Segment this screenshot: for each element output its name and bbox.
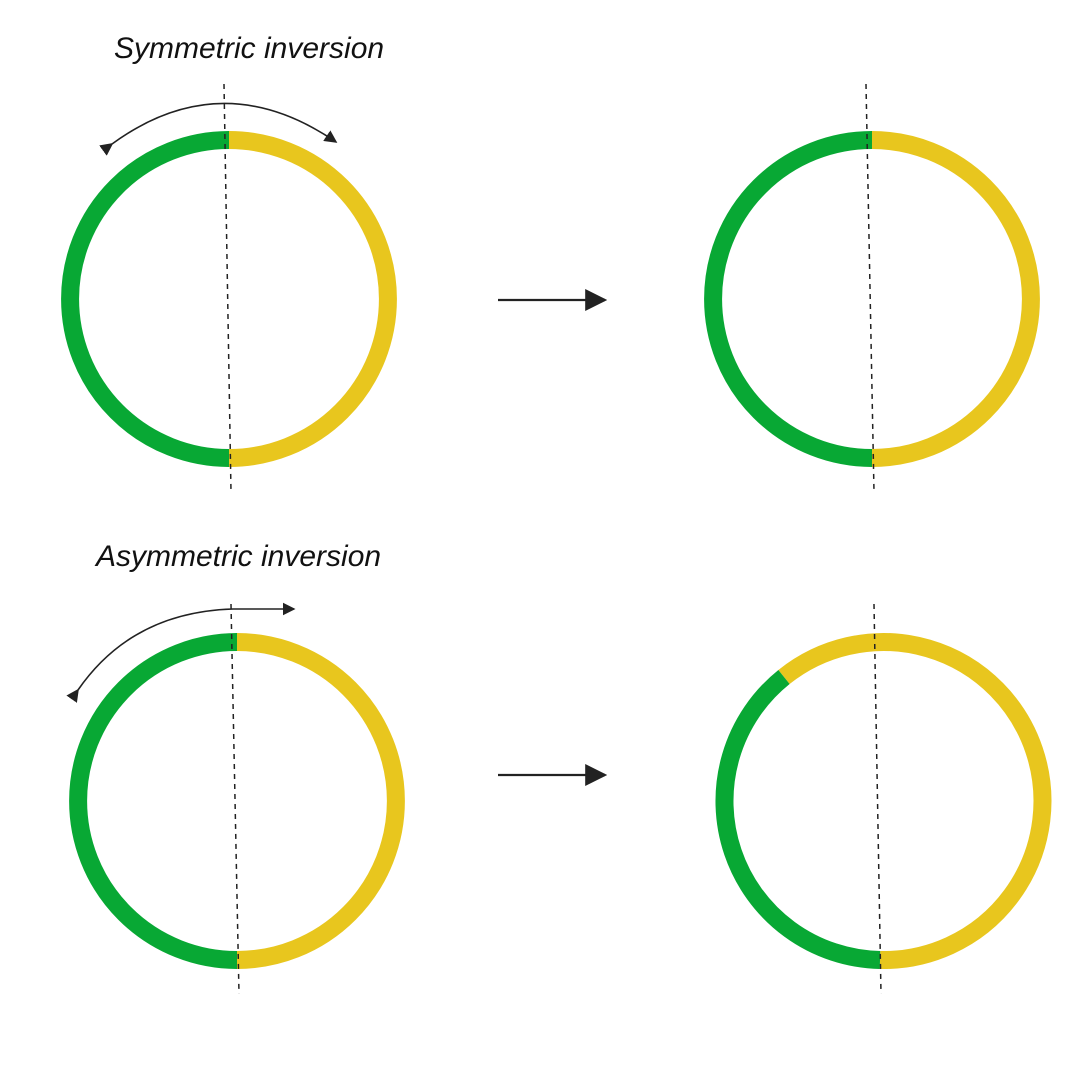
asymmetric-before-diagram xyxy=(66,602,405,995)
yellow-arc xyxy=(871,131,1040,467)
yellow-arc xyxy=(236,633,405,969)
axis-line xyxy=(230,603,240,995)
symmetric-panel: Symmetric inversion xyxy=(61,32,1040,493)
yellow-arc xyxy=(778,633,1052,970)
symmetric-inversion-label: Symmetric inversion xyxy=(114,32,384,65)
symmetric-after-diagram xyxy=(704,83,1040,493)
green-arc xyxy=(715,669,881,969)
symmetric-before-diagram xyxy=(61,83,397,493)
green-arc xyxy=(61,131,230,467)
yellow-arc xyxy=(228,131,397,467)
axis-line xyxy=(873,603,882,995)
asymmetric-after-diagram xyxy=(715,603,1052,995)
axis-line xyxy=(223,83,232,493)
asymmetric-panel: Asymmetric inversion xyxy=(66,540,1052,995)
asymmetric-inversion-label: Asymmetric inversion xyxy=(94,540,381,573)
green-arc xyxy=(704,131,873,467)
green-arc xyxy=(69,633,238,969)
rotation-arrow xyxy=(66,602,296,703)
axis-line xyxy=(865,83,875,493)
rotation-arrow xyxy=(99,102,338,156)
